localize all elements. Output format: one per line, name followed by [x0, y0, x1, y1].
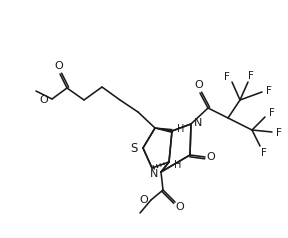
Text: N: N	[194, 118, 202, 128]
Text: H: H	[174, 160, 182, 170]
Text: F: F	[276, 128, 282, 138]
Text: O: O	[176, 202, 184, 212]
Text: O: O	[140, 195, 148, 205]
Text: N: N	[150, 169, 158, 179]
Text: O: O	[195, 80, 203, 90]
Polygon shape	[155, 128, 172, 133]
Text: F: F	[261, 148, 267, 158]
Text: F: F	[224, 72, 230, 82]
Text: O: O	[206, 152, 215, 162]
Text: S: S	[130, 142, 138, 154]
Text: F: F	[269, 108, 275, 118]
Text: F: F	[266, 86, 272, 96]
Text: O: O	[40, 95, 48, 105]
Text: H: H	[177, 124, 185, 134]
Text: F: F	[248, 71, 254, 81]
Text: O: O	[55, 61, 63, 71]
